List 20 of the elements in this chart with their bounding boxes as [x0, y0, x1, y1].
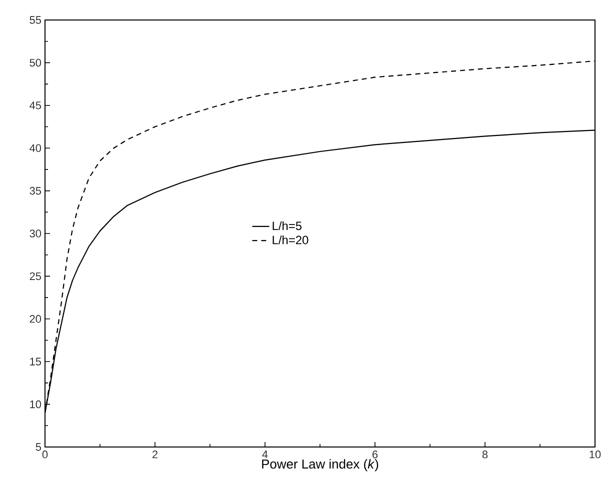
y-tick-label: 5	[36, 443, 42, 451]
y-tick-label: 10	[30, 400, 42, 408]
y-tick-label: 55	[30, 16, 42, 24]
x-tick-label: 4	[262, 450, 268, 458]
y-tick-label: 50	[30, 58, 42, 67]
x-tick-label: 8	[482, 450, 488, 458]
x-tick-label: 10	[590, 450, 601, 458]
legend-label: L/h=5	[272, 221, 302, 230]
y-tick-label: 30	[30, 230, 42, 238]
x-tick-label: 0	[42, 450, 48, 458]
y-tick-label: 25	[30, 272, 42, 280]
y-tick-label: 45	[30, 102, 42, 110]
y-tick-label: 35	[30, 186, 42, 195]
y-tick-label: 40	[30, 144, 42, 152]
x-tick-label: 6	[372, 450, 378, 458]
x-axis-title: Power Law index (k)	[262, 459, 378, 472]
y-tick-label: 15	[30, 358, 42, 366]
legend-label: L/h=20	[272, 236, 308, 244]
y-tick-label: 20	[30, 315, 42, 323]
x-tick-label: 2	[152, 450, 158, 458]
